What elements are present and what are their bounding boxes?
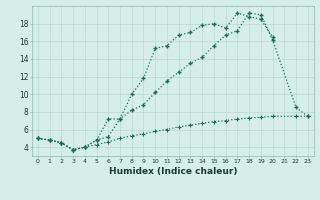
X-axis label: Humidex (Indice chaleur): Humidex (Indice chaleur) — [108, 167, 237, 176]
